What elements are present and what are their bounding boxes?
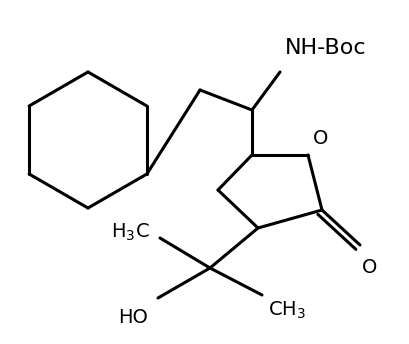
Text: CH$_3$: CH$_3$ [268,300,306,321]
Text: H$_3$C: H$_3$C [111,221,150,243]
Text: NH-Boc: NH-Boc [285,38,366,58]
Text: O: O [313,129,328,148]
Text: HO: HO [118,308,148,327]
Text: O: O [362,258,378,277]
